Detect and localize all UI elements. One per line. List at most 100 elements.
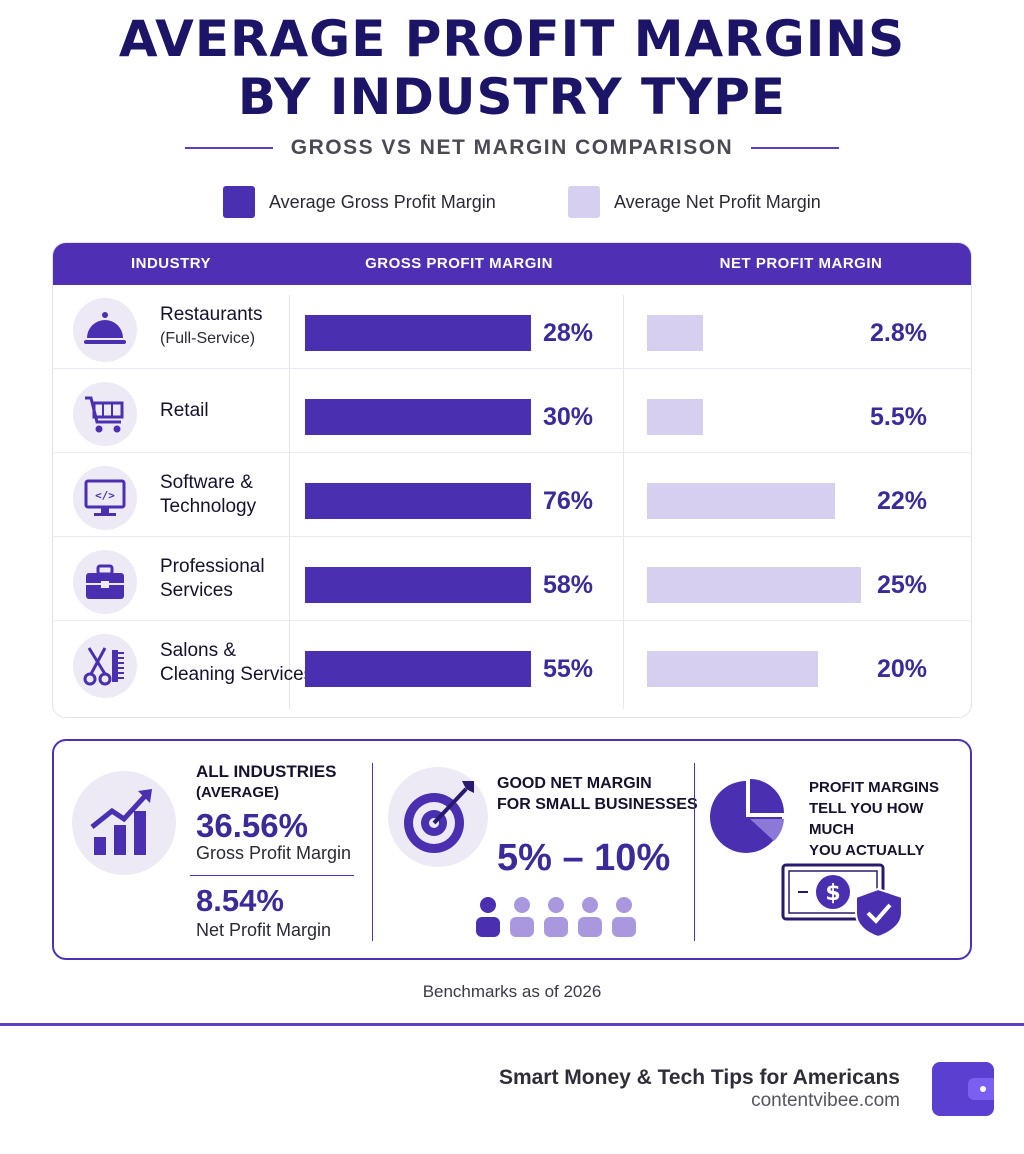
avg-heading-1: ALL INDUSTRIES [196, 762, 337, 781]
net-bar [647, 315, 703, 351]
industry-name-line: Retail [160, 400, 209, 421]
industry-name: Retail [160, 369, 340, 453]
table-row: Retail 30% 5.5% [53, 369, 971, 453]
monitor-code-icon: </> [73, 466, 137, 530]
gross-bar [305, 567, 531, 603]
avg-net-label: Net Profit Margin [196, 920, 332, 940]
summary-divider-2 [694, 763, 695, 941]
subtitle: GROSS VS NET MARGIN COMPARISON [290, 136, 734, 159]
industry-name-sub: (Full-Service) [160, 330, 256, 347]
gross-value-label: 30% [543, 403, 594, 431]
margin-table: INDUSTRY GROSS PROFIT MARGIN NET PROFIT … [52, 242, 972, 718]
good-heading-1: GOOD NET MARGIN [497, 775, 652, 792]
wallet-icon [932, 1062, 994, 1116]
industry-name-line: Salons & [160, 640, 237, 661]
brand-tagline: Smart Money & Tech Tips for Americans [498, 1066, 900, 1089]
table-row: Restaurants (Full-Service) 28% 2.8% [53, 285, 971, 369]
column-divider-2 [623, 295, 624, 709]
gross-value-label: 28% [543, 319, 594, 347]
avg-net-value: 8.54% [196, 883, 284, 918]
gross-bar [305, 315, 531, 351]
header-gross: GROSS PROFIT MARGIN [365, 255, 553, 272]
header-net: NET PROFIT MARGIN [719, 255, 883, 272]
row-divider [53, 368, 971, 369]
net-value-label: 2.8% [870, 319, 927, 347]
legend-swatch-gross [223, 186, 255, 218]
avg-divider [190, 875, 354, 876]
table-row: Professional Services 58% 25% [53, 537, 971, 621]
legend-item-net: Average Net Profit Margin [568, 186, 821, 218]
legend-swatch-net [568, 186, 600, 218]
svg-text:</>: </> [95, 489, 115, 502]
row-divider [53, 452, 971, 453]
column-divider-1 [289, 295, 290, 709]
table-header: INDUSTRY GROSS PROFIT MARGIN NET PROFIT … [53, 243, 971, 285]
footer-rule [0, 1023, 1024, 1026]
avg-heading: ALL INDUSTRIES (AVERAGE) [196, 761, 336, 803]
growth-chart-icon-circle [72, 771, 176, 875]
industry-name-line: Professional [160, 556, 265, 577]
gross-value-label: 76% [543, 487, 594, 515]
net-value-label: 22% [876, 487, 927, 515]
subtitle-row: GROSS VS NET MARGIN COMPARISON [0, 134, 1024, 162]
header-industry: INDUSTRY [130, 255, 212, 272]
net-value-label: 20% [876, 655, 927, 683]
target-icon [404, 781, 474, 853]
net-value-label: 25% [876, 571, 927, 599]
gross-value-label: 58% [543, 571, 594, 599]
gross-bar [305, 483, 531, 519]
gross-bar [305, 651, 531, 687]
row-divider [53, 536, 971, 537]
good-range-value: 5% – 10% [497, 837, 671, 879]
people-icon-row [476, 897, 636, 937]
cloche-icon [73, 298, 137, 362]
net-bar [647, 399, 703, 435]
good-heading-2: FOR SMALL BUSINESSES [497, 796, 698, 813]
good-heading: GOOD NET MARGIN FOR SMALL BUSINESSES [497, 773, 698, 815]
net-bar [647, 483, 836, 519]
summary-divider-1 [372, 763, 373, 941]
briefcase-icon [73, 550, 137, 614]
legend-label-net: Average Net Profit Margin [614, 191, 821, 212]
industry-name-sub: Technology [160, 496, 257, 517]
avg-gross-value: 36.56% [196, 807, 308, 844]
legend-item-gross: Average Gross Profit Margin [223, 186, 496, 218]
industry-name-line: Restaurants [160, 304, 263, 325]
industry-name: Restaurants (Full-Service) [160, 285, 340, 369]
keep-text-2: TELL YOU HOW MUCH [809, 800, 924, 838]
keep-text-1: PROFIT MARGINS [809, 779, 939, 796]
shopping-cart-icon [73, 382, 137, 446]
avg-heading-2: (AVERAGE) [196, 784, 280, 801]
industry-name-line: Software & [160, 472, 253, 493]
brand-url[interactable]: contentvibee.com [751, 1090, 900, 1111]
target-icon-circle [388, 767, 488, 867]
title-line-1: AVERAGE PROFIT MARGINS [118, 10, 906, 68]
footnote: Benchmarks as of 2026 [422, 982, 602, 1001]
subtitle-rule-right [751, 147, 840, 149]
net-bar [647, 567, 861, 603]
title-line-2: BY INDUSTRY TYPE [237, 68, 787, 126]
legend: Average Gross Profit Margin Average Net … [0, 186, 1024, 218]
money-shield-icon: $ [781, 863, 903, 939]
scissors-comb-icon [73, 634, 137, 698]
industry-name: Professional Services [160, 537, 340, 621]
svg-text:$: $ [825, 881, 840, 906]
table-row: Salons & Cleaning Services 55% 20% [53, 621, 971, 705]
industry-name-sub: Services [160, 580, 233, 601]
avg-gross-label: Gross Profit Margin [196, 843, 352, 863]
growth-chart-icon [90, 789, 152, 855]
page-title: AVERAGE PROFIT MARGINS BY INDUSTRY TYPE [0, 10, 1024, 126]
legend-label-gross: Average Gross Profit Margin [269, 191, 496, 212]
row-divider [53, 620, 971, 621]
industry-name: Salons & Cleaning Services [160, 621, 340, 705]
table-row: </> Software & Technology 76% 22% [53, 453, 971, 537]
industry-name-sub: Cleaning Services [160, 664, 314, 685]
summary-panel: ALL INDUSTRIES (AVERAGE) 36.56% Gross Pr… [52, 739, 972, 960]
subtitle-rule-left [184, 147, 273, 149]
gross-value-label: 55% [543, 655, 594, 683]
pie-chart-icon [710, 779, 784, 853]
net-bar [647, 651, 819, 687]
net-value-label: 5.5% [870, 403, 927, 431]
gross-bar [305, 399, 531, 435]
industry-name: Software & Technology [160, 453, 340, 537]
